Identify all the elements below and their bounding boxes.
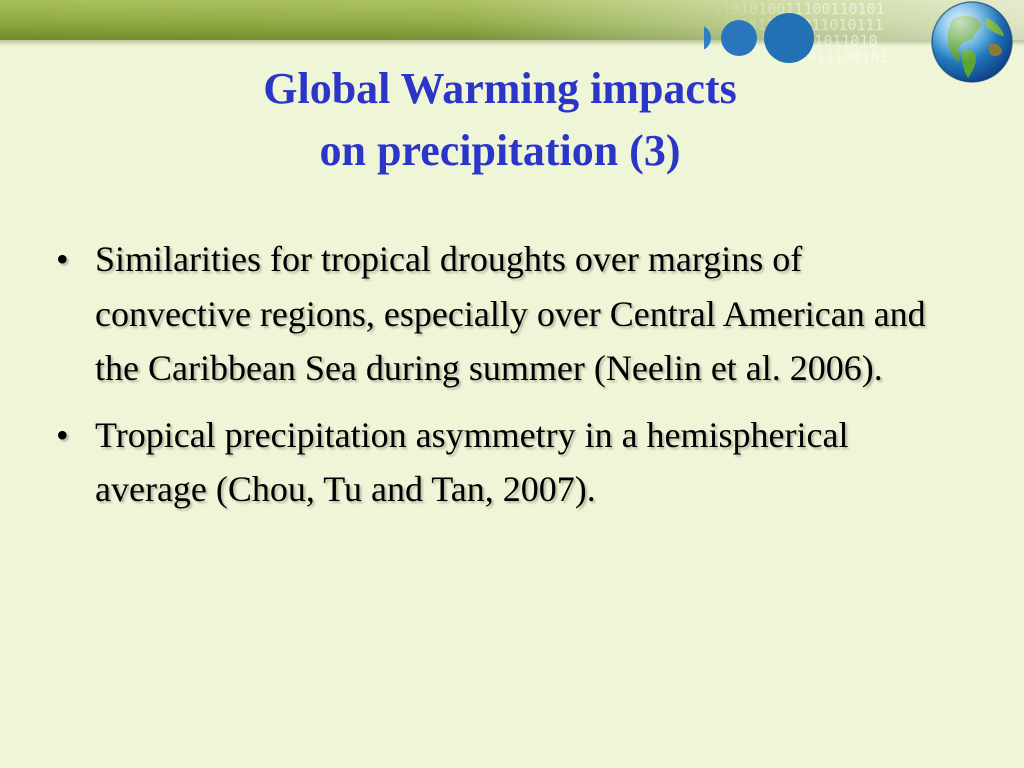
slide-title-line-1: Global Warming impacts: [263, 64, 737, 113]
bullet-item: • Similarities for tropical droughts ove…: [52, 232, 952, 396]
bullet-marker: •: [56, 414, 69, 455]
bullet-item: • Tropical precipitation asymmetry in a …: [52, 408, 952, 517]
bullet-text: Similarities for tropical droughts over …: [95, 239, 926, 388]
svg-text:01101010011100110101: 01101010011100110101: [704, 0, 885, 18]
header-band-shadow: [0, 40, 1024, 46]
decor-dot-medium: [721, 20, 757, 56]
binary-digits-pattern: 01101010011100110101 1010011101011010111…: [704, 0, 889, 124]
globe-icon: [931, 1, 1013, 83]
slide-title-line-2: on precipitation (3): [319, 126, 681, 175]
bullet-text: Tropical precipitation asymmetry in a he…: [95, 414, 849, 510]
decor-dot-small: [704, 26, 711, 50]
decor-dot-large: [764, 13, 814, 63]
header-band-highlight: [0, 0, 1024, 40]
slide-title: Global Warming impacts on precipitation …: [100, 58, 900, 182]
bullet-list: • Similarities for tropical droughts ove…: [52, 232, 952, 529]
svg-text:1101001: 1101001: [794, 108, 853, 124]
svg-text:01011010: 01011010: [774, 88, 841, 104]
bullet-marker: •: [56, 239, 69, 279]
